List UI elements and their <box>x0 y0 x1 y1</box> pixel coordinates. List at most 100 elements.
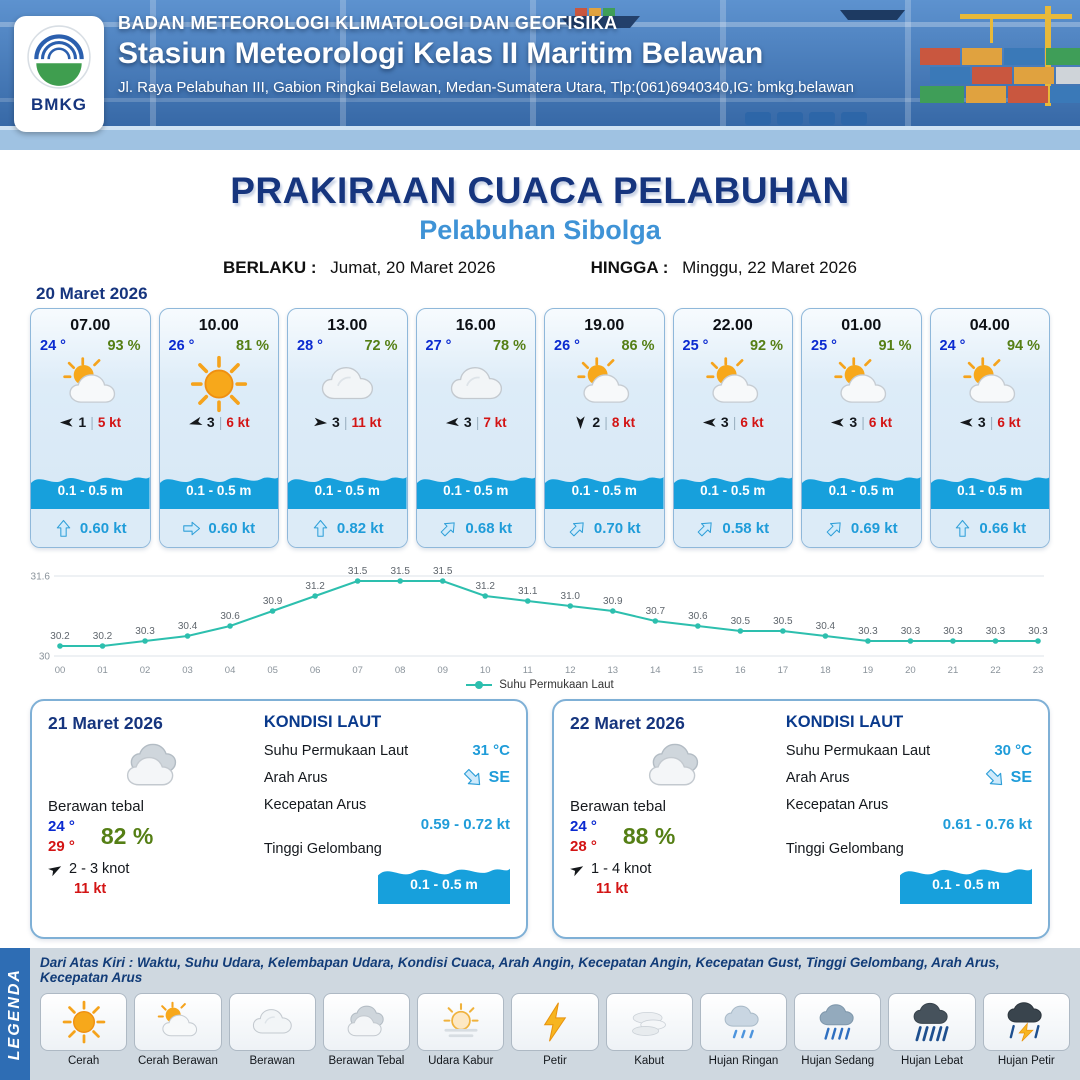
wind-arrow-icon <box>312 414 328 430</box>
sea-surface-temp: 30 °C <box>994 742 1032 759</box>
current-arrow-icon <box>311 519 330 538</box>
wave-icon <box>31 477 150 509</box>
legend-section: LEGENDA Dari Atas Kiri : Waktu, Suhu Uda… <box>0 948 1080 1080</box>
legend-item: Udara Kabur <box>417 993 505 1067</box>
wave-height-band: 0.1 - 0.5 m <box>288 469 407 509</box>
wave-height-band: 0.1 - 0.5 m <box>673 469 792 509</box>
sun-icon <box>62 1000 106 1044</box>
forecast-card: 04.00 24 ° 94 % 3 | 6 kt 0.1 - 0.5 m <box>929 308 1050 548</box>
station-address: Jl. Raya Pelabuhan III, Gabion Ringkai B… <box>118 79 854 96</box>
current-row: 0.69 kt <box>802 509 921 547</box>
legend-item-label: Hujan Sedang <box>801 1055 875 1067</box>
wind-speed-value: 2 <box>592 414 601 430</box>
current-arrow-icon <box>953 519 972 538</box>
svg-text:30.5: 30.5 <box>731 616 751 627</box>
wave-height: 0.1 - 0.5 m <box>932 876 1000 892</box>
legend-item: Berawan <box>228 993 316 1067</box>
temp-min: 24 ° <box>48 818 75 835</box>
wave-height: 0.1 - 0.5 m <box>571 483 637 498</box>
light-rain-icon <box>721 1000 765 1044</box>
current-arrow-icon <box>457 762 488 793</box>
legend-item: Kabut <box>605 993 693 1067</box>
svg-text:09: 09 <box>437 665 448 676</box>
wind-row: 3 | 6 kt <box>160 414 279 430</box>
legend-icon-box <box>134 993 222 1051</box>
weather-condition: Berawan tebal <box>48 798 144 815</box>
wind-divider: | <box>989 414 994 430</box>
current-speed: 0.60 kt <box>79 519 127 537</box>
current-speed: 0.68 kt <box>465 519 513 537</box>
weather-condition: Berawan tebal <box>570 798 666 815</box>
thick-cloud-icon <box>638 736 710 796</box>
current-speed: 0.82 kt <box>336 519 384 537</box>
svg-text:30.3: 30.3 <box>135 626 155 637</box>
forecast-card: 01.00 25 ° 91 % 3 | 6 kt 0.1 - 0.5 m <box>801 308 922 548</box>
svg-text:06: 06 <box>310 665 321 676</box>
wind-row: 3 | 7 kt <box>417 414 536 430</box>
wind-speed-value: 3 <box>332 414 340 430</box>
wave-height-band: 0.1 - 0.5 m <box>31 469 150 509</box>
current-row: 0.60 kt <box>31 509 150 547</box>
temp-humidity-row: 28 ° 72 % <box>288 335 407 354</box>
daily-weather-panel: 22 Maret 2026 Berawan tebal 24 ° 28 ° 88… <box>570 713 778 925</box>
temp-humidity-row: 26 ° 81 % <box>160 335 279 354</box>
chart-legend: Suhu Permukaan Laut <box>30 679 1050 691</box>
wave-icon <box>673 477 792 509</box>
svg-text:30.3: 30.3 <box>1028 626 1048 637</box>
wave-height-band: 0.1 - 0.5 m <box>416 469 535 509</box>
wind-row: 3 | 6 kt <box>674 414 793 430</box>
wind-speed-value: 1 <box>78 414 87 430</box>
legend-item-label: Hujan Lebat <box>901 1055 964 1067</box>
partly-cloudy-icon <box>704 355 762 413</box>
wave-icon <box>930 477 1049 509</box>
wave-height-band: 0.1 - 0.5 m <box>545 469 664 509</box>
forecast-time: 19.00 <box>584 317 625 334</box>
legend-item: Petir <box>511 993 599 1067</box>
gust-speed: 11 kt <box>351 414 382 430</box>
day-date: 22 Maret 2026 <box>570 713 685 733</box>
wave-height: 0.1 - 0.5 m <box>700 483 766 498</box>
current-speed: 0.69 kt <box>850 519 898 537</box>
air-temperature: 24 ° <box>40 338 66 354</box>
svg-text:30.4: 30.4 <box>816 621 836 632</box>
forecast-card: 07.00 24 ° 93 % 1 | 5 kt 0.1 - 0.5 m <box>30 308 151 548</box>
legend-item-label: Hujan Ringan <box>708 1055 779 1067</box>
temp-humidity-row: 26 ° 86 % <box>545 335 664 354</box>
wave-height: 0.1 - 0.5 m <box>828 483 894 498</box>
chart-legend-label: Suhu Permukaan Laut <box>499 679 614 691</box>
sst-chart: 30 31.6 30.2 00 30.2 01 30.3 02 30.4 03 30.6 04 30.9… <box>31 566 1049 676</box>
svg-text:17: 17 <box>778 665 789 676</box>
partly-cloudy-icon <box>156 1000 200 1044</box>
humidity: 88 % <box>622 823 676 849</box>
temp-humidity-row: 24 ° 94 % <box>931 335 1050 354</box>
current-speed-range: 0.61 - 0.76 kt <box>942 816 1032 833</box>
sea-surface-temp: 31 °C <box>472 742 510 759</box>
svg-text:01: 01 <box>97 665 108 676</box>
svg-text:31.5: 31.5 <box>348 566 368 577</box>
wind-divider: | <box>861 414 865 430</box>
wind-speed-value: 3 <box>849 414 858 430</box>
svg-text:30: 30 <box>39 652 51 663</box>
sea-conditions-title: KONDISI LAUT <box>785 713 904 731</box>
air-temperature: 25 ° <box>811 338 837 354</box>
svg-text:30.3: 30.3 <box>858 626 878 637</box>
svg-text:14: 14 <box>650 665 661 676</box>
svg-text:31.6: 31.6 <box>31 572 51 583</box>
daily-weather-panel: 21 Maret 2026 Berawan tebal 24 ° 29 ° 82… <box>48 713 256 925</box>
sun-icon <box>190 355 248 413</box>
day-date: 21 Maret 2026 <box>48 713 163 733</box>
partly-cloudy-icon <box>575 355 633 413</box>
hazy-sun-icon <box>439 1000 483 1044</box>
legend-item: Hujan Petir <box>982 993 1070 1067</box>
moderate-rain-icon <box>816 1000 860 1044</box>
temps-humidity: 24 ° 28 ° 88 % <box>570 818 778 855</box>
wind-arrow-icon <box>959 415 974 430</box>
svg-text:31.5: 31.5 <box>433 566 453 577</box>
sea-conditions-panel: KONDISI LAUT Suhu Permukaan Laut 30 °C A… <box>778 713 1032 925</box>
wave-height-label: Tinggi Gelombang <box>785 841 904 857</box>
wave-height-label: Tinggi Gelombang <box>263 841 382 857</box>
gust-speed: 6 kt <box>226 414 250 430</box>
sst-chart-block: 30 31.6 30.2 00 30.2 01 30.3 02 30.4 03 30.6 04 30.9… <box>30 554 1050 691</box>
wind-arrow-icon <box>830 415 845 430</box>
temp-max: 28 ° <box>570 838 597 855</box>
